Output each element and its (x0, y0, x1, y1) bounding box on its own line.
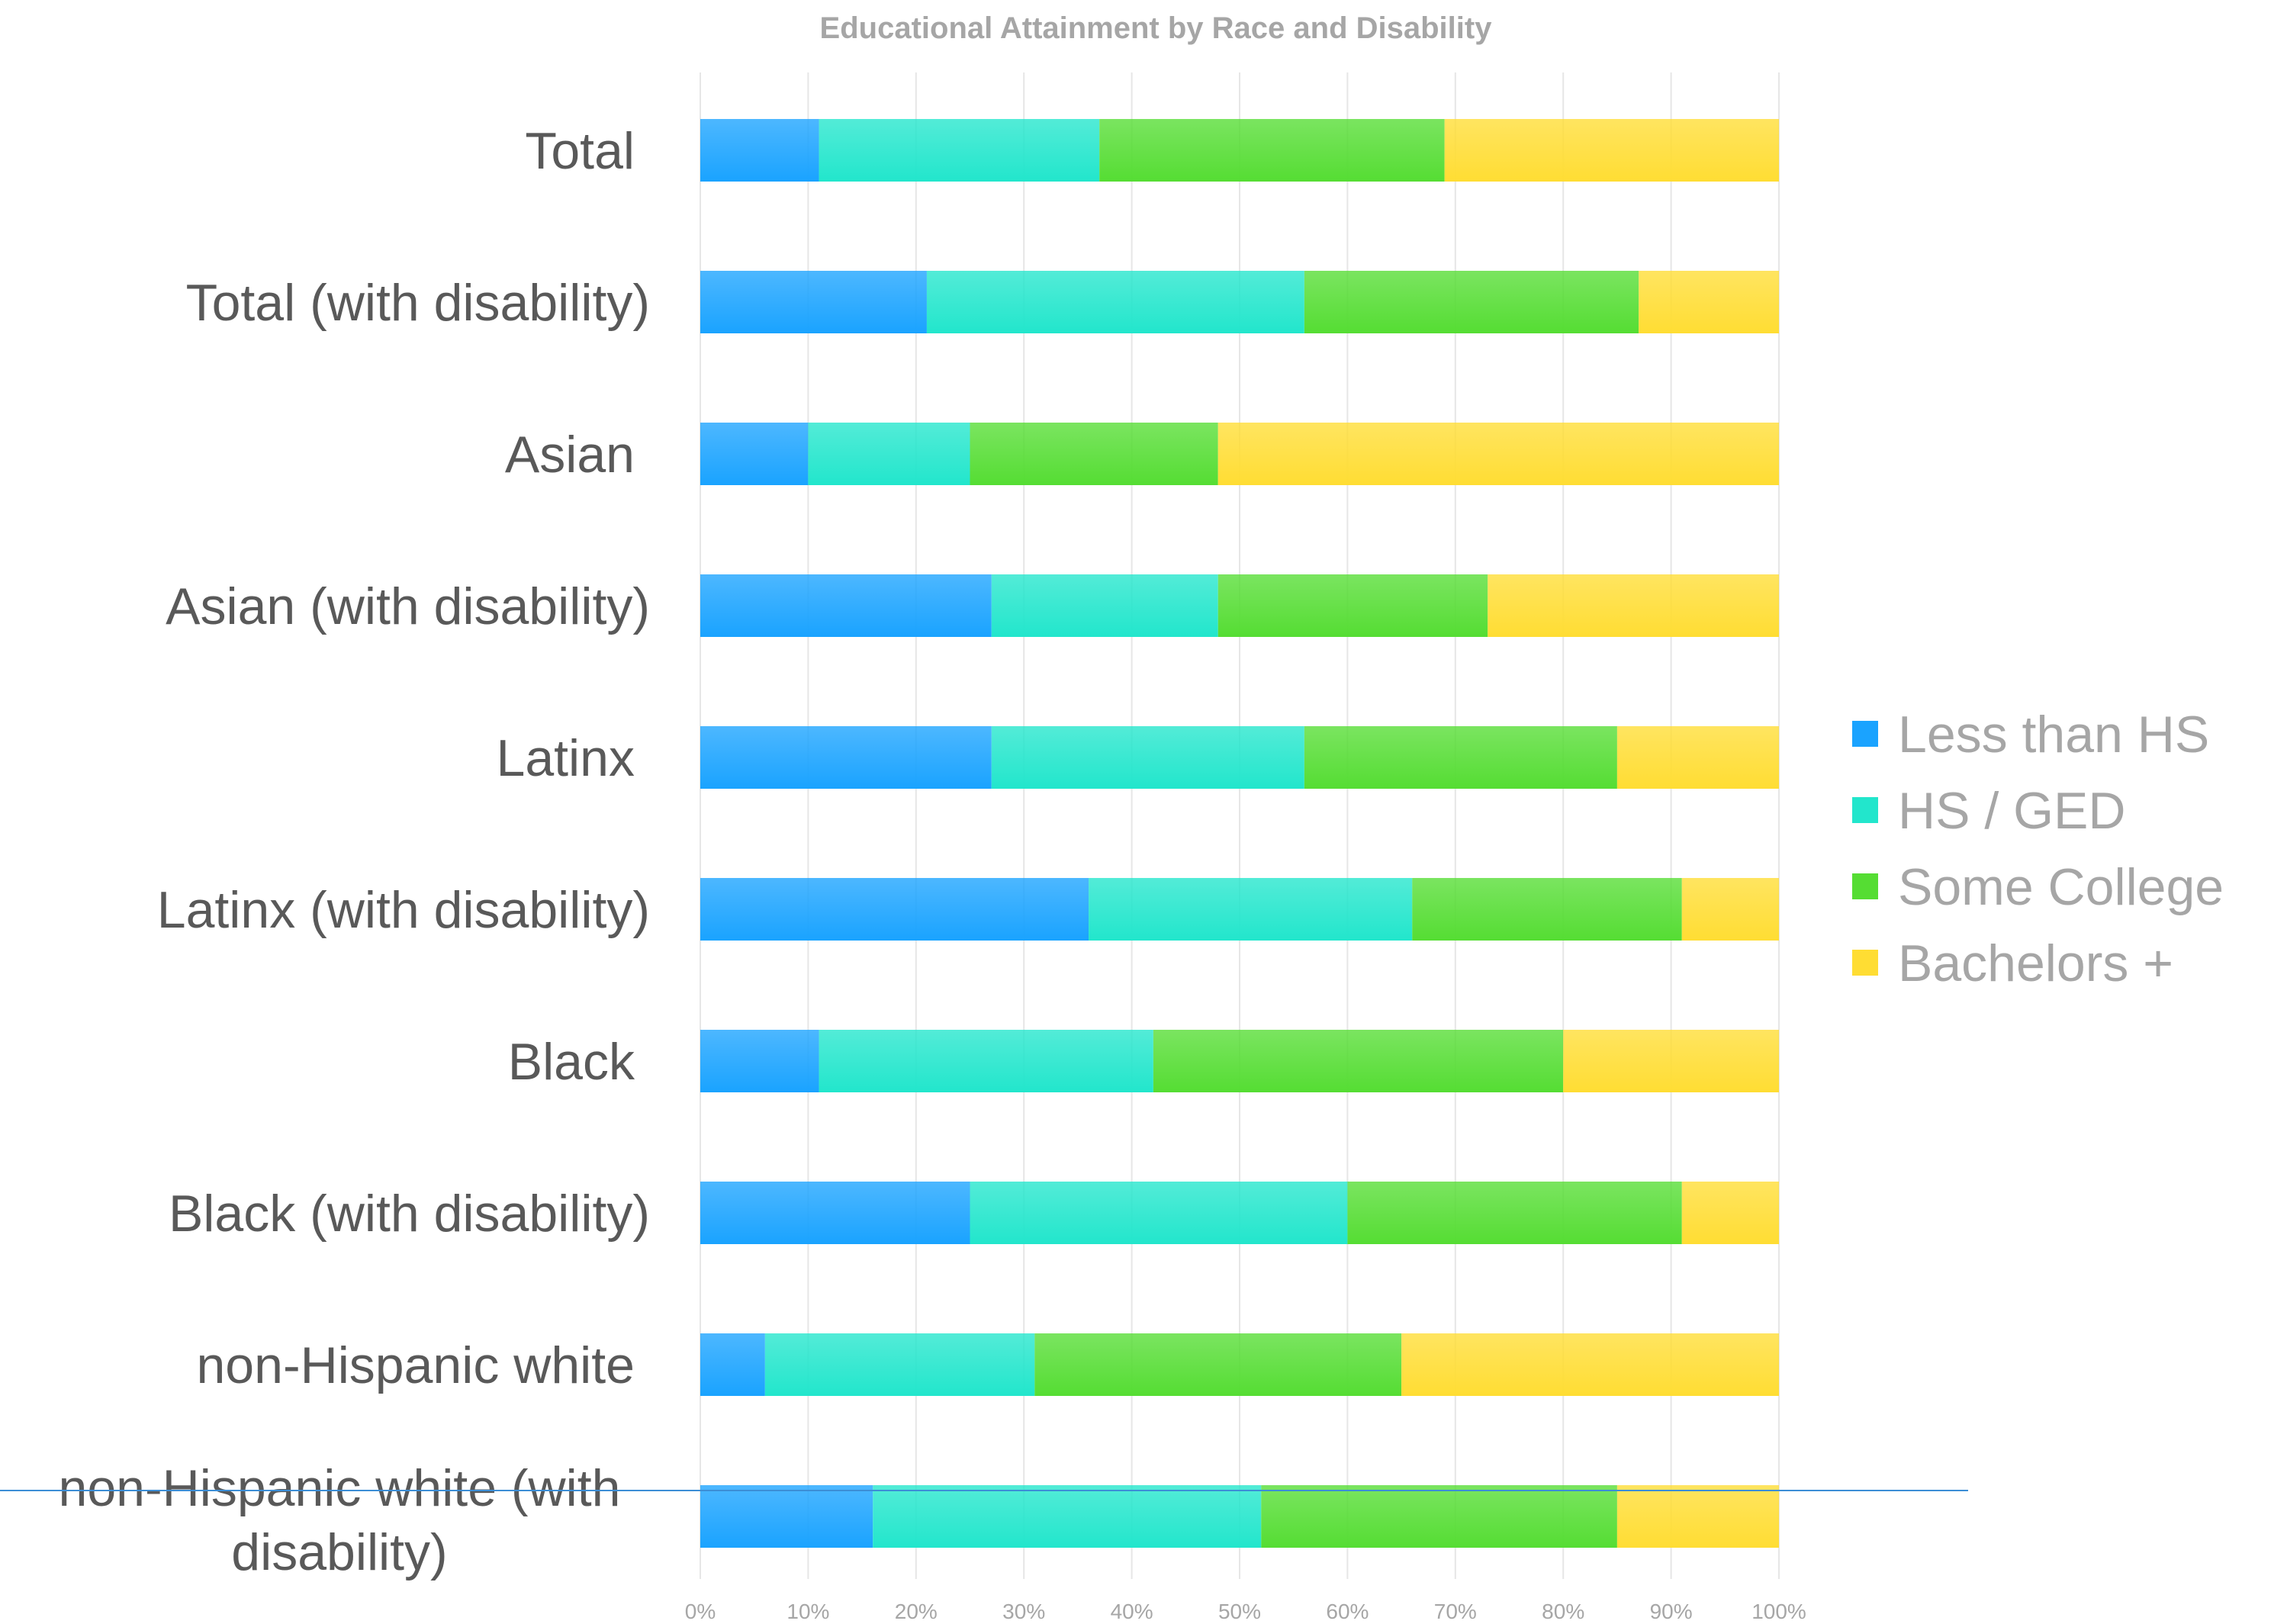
bar-segment (764, 1333, 1035, 1396)
bar-segment (700, 1030, 819, 1092)
bar-segment (1153, 1030, 1564, 1092)
category-label: Black (with disability) (169, 1185, 650, 1243)
bar-segment (873, 1485, 1262, 1548)
bar-layer (700, 119, 1779, 1548)
category-labels: Total Total (with disability) Asian Asian (… (59, 122, 650, 1581)
bar-segment (1261, 1485, 1617, 1548)
bar-segment (1639, 271, 1779, 333)
bar-segment (700, 878, 1089, 941)
category-label: Total (with disability) (186, 274, 650, 332)
legend-swatch (1852, 721, 1878, 747)
x-tick-label: 100% (1751, 1600, 1806, 1623)
category-label: Latinx (with disability) (157, 881, 650, 939)
bar-segment (1347, 1182, 1682, 1244)
bar-segment (1099, 119, 1445, 182)
category-label: Asian (with disability) (166, 577, 650, 635)
chart-title: Educational Attainment by Race and Disab… (820, 11, 1493, 45)
legend-label: Less than HS (1898, 706, 2209, 764)
bar-segment (700, 726, 992, 789)
bar-segment (1616, 1485, 1779, 1548)
bar-segment (1681, 878, 1779, 941)
bar-segment (1563, 1030, 1779, 1092)
x-tick-label: 10% (786, 1600, 829, 1623)
legend-swatch (1852, 873, 1878, 899)
x-tick-label: 20% (895, 1600, 938, 1623)
bar-segment (1304, 726, 1617, 789)
bar-segment (970, 1182, 1348, 1244)
bar-segment (700, 271, 927, 333)
legend-label: Some College (1898, 858, 2224, 916)
legend-label: HS / GED (1898, 782, 2126, 840)
bar-segment (1217, 423, 1779, 485)
bar-segment (1444, 119, 1779, 182)
x-tick-label: 80% (1542, 1600, 1584, 1623)
bar-segment (700, 574, 992, 637)
category-label: Black (508, 1033, 635, 1091)
legend-swatch (1852, 797, 1878, 823)
legend: Less than HS HS / GED Some College Bachelor… (1852, 706, 2224, 992)
bar-segment (700, 1182, 970, 1244)
bar-segment (1488, 574, 1779, 637)
category-label: non-Hispanic white (196, 1336, 635, 1394)
x-tick-label: 50% (1218, 1600, 1261, 1623)
bar-segment (1616, 726, 1779, 789)
category-label: non-Hispanic white (with disability) (59, 1459, 621, 1581)
bar-segment (1034, 1333, 1402, 1396)
x-tick-label: 0% (685, 1600, 716, 1623)
bar-segment (991, 574, 1218, 637)
bar-segment (1412, 878, 1682, 941)
bar-segment (1089, 878, 1413, 941)
x-axis-tick-labels: 0% 10% 20% 30% 40% 50% 60% 70% 80% 90% 100% (685, 1600, 1806, 1623)
bar-segment (926, 271, 1304, 333)
x-tick-label: 30% (1002, 1600, 1045, 1623)
bar-segment (700, 423, 809, 485)
bar-segment (991, 726, 1304, 789)
category-label: Asian (505, 426, 635, 484)
bar-segment (1304, 271, 1639, 333)
bar-segment (700, 119, 819, 182)
bar-segment (700, 1485, 873, 1548)
bar-segment (1401, 1333, 1779, 1396)
bar-segment (970, 423, 1218, 485)
bar-segment (808, 423, 970, 485)
legend-label: Bachelors + (1898, 934, 2173, 992)
bar-segment (1217, 574, 1488, 637)
x-tick-label: 70% (1434, 1600, 1477, 1623)
x-tick-label: 40% (1111, 1600, 1153, 1623)
bar-segment (1681, 1182, 1779, 1244)
legend-swatch (1852, 950, 1878, 976)
bar-segment (700, 1333, 765, 1396)
bar-segment (819, 119, 1100, 182)
x-tick-label: 90% (1650, 1600, 1693, 1623)
bar-segment (819, 1030, 1153, 1092)
category-label: Latinx (497, 729, 635, 787)
category-label: Total (525, 122, 635, 180)
x-tick-label: 60% (1326, 1600, 1369, 1623)
